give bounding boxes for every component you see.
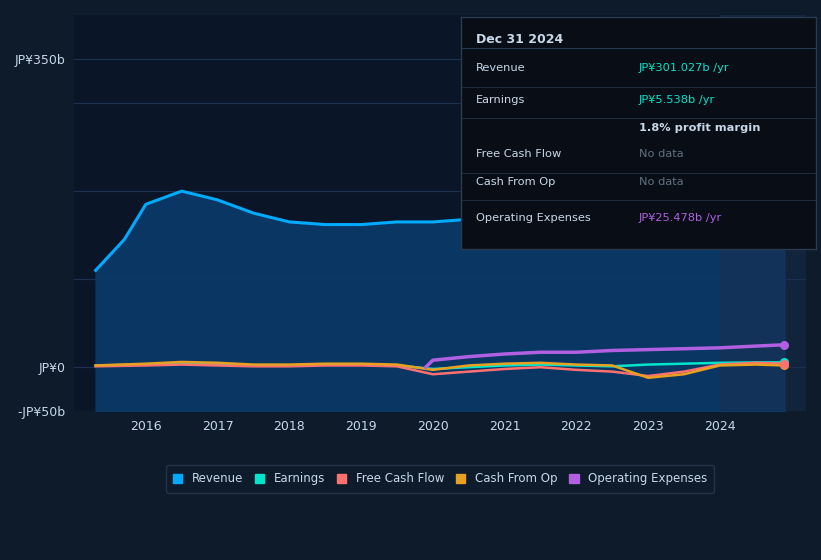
Text: Dec 31 2024: Dec 31 2024 (475, 33, 563, 46)
Point (778, 97, 791, 106)
Text: No data: No data (639, 150, 683, 159)
Point (778, 340, 791, 349)
Text: No data: No data (639, 177, 683, 187)
Text: 1.8% profit margin: 1.8% profit margin (639, 123, 760, 133)
Text: JP¥25.478b /yr: JP¥25.478b /yr (639, 213, 722, 223)
Point (778, 359, 791, 368)
Text: JP¥301.027b /yr: JP¥301.027b /yr (639, 63, 729, 73)
Text: Free Cash Flow: Free Cash Flow (475, 150, 561, 159)
Text: Earnings: Earnings (475, 95, 525, 105)
Point (778, 358, 791, 367)
Text: JP¥5.538b /yr: JP¥5.538b /yr (639, 95, 715, 105)
Text: Revenue: Revenue (475, 63, 525, 73)
Text: Cash From Op: Cash From Op (475, 177, 555, 187)
Legend: Revenue, Earnings, Free Cash Flow, Cash From Op, Operating Expenses: Revenue, Earnings, Free Cash Flow, Cash … (166, 465, 714, 492)
Point (778, 361, 791, 370)
Bar (720, 15, 806, 411)
Text: Operating Expenses: Operating Expenses (475, 213, 590, 223)
